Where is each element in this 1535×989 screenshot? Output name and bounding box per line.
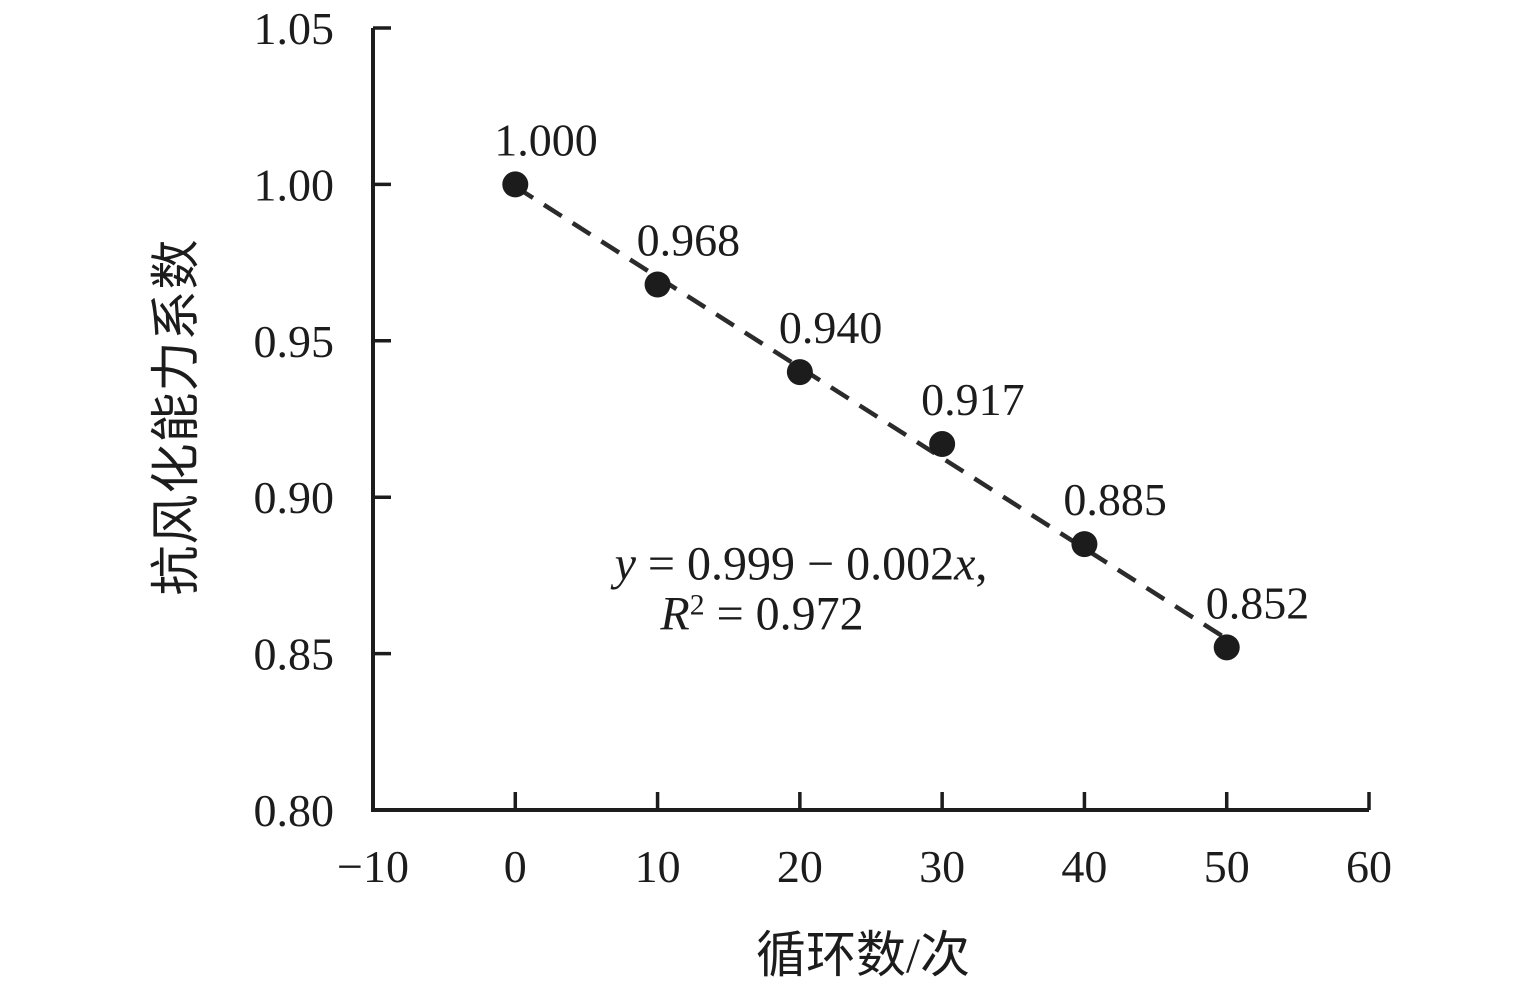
y-tick-label: 0.95 xyxy=(254,316,335,367)
data-point-label: 0.968 xyxy=(637,214,741,265)
data-point-label: 0.885 xyxy=(1063,474,1167,525)
y-axis-title: 抗风化能力系数 xyxy=(148,238,204,596)
data-point xyxy=(502,171,529,198)
equation-segment: = 0.999 − 0.002 xyxy=(635,537,955,591)
equation-segment: y xyxy=(614,537,636,591)
x-axis-title: 循环数/次 xyxy=(756,927,970,983)
equation-segment: R xyxy=(660,587,690,641)
x-tick-label: 50 xyxy=(1204,841,1250,892)
x-tick-label: 20 xyxy=(777,841,823,892)
equation-segment: 2 xyxy=(689,588,705,622)
data-point-label: 0.852 xyxy=(1206,577,1310,628)
equation-segment: , xyxy=(975,537,988,591)
data-point xyxy=(644,271,671,298)
y-tick-label: 1.00 xyxy=(254,159,335,210)
x-tick-label: 40 xyxy=(1061,841,1107,892)
equation-segment: = 0.972 xyxy=(704,587,864,641)
trendline xyxy=(514,184,1228,641)
y-tick-label: 0.90 xyxy=(254,472,335,523)
data-point-label: 0.917 xyxy=(921,374,1024,425)
data-point-label: 0.940 xyxy=(779,302,883,353)
data-point xyxy=(1213,634,1240,661)
data-point xyxy=(929,431,956,458)
x-tick-label: 0 xyxy=(504,841,527,892)
x-tick-label: 30 xyxy=(919,841,965,892)
x-tick-label: 60 xyxy=(1346,841,1392,892)
trendline-equation-line1: y = 0.999 − 0.002x, xyxy=(615,537,988,592)
x-tick-label: 10 xyxy=(635,841,681,892)
equation-segment: x xyxy=(954,537,976,591)
data-point-label: 1.000 xyxy=(494,114,598,165)
y-tick-label: 0.85 xyxy=(254,629,335,680)
y-tick-label: 0.80 xyxy=(254,785,335,836)
y-tick-label: 1.05 xyxy=(254,3,335,54)
x-tick-label: −10 xyxy=(337,841,409,892)
trendline-equation-line2: R2 = 0.972 xyxy=(660,587,863,642)
data-point xyxy=(1071,531,1098,558)
data-point xyxy=(786,359,813,386)
